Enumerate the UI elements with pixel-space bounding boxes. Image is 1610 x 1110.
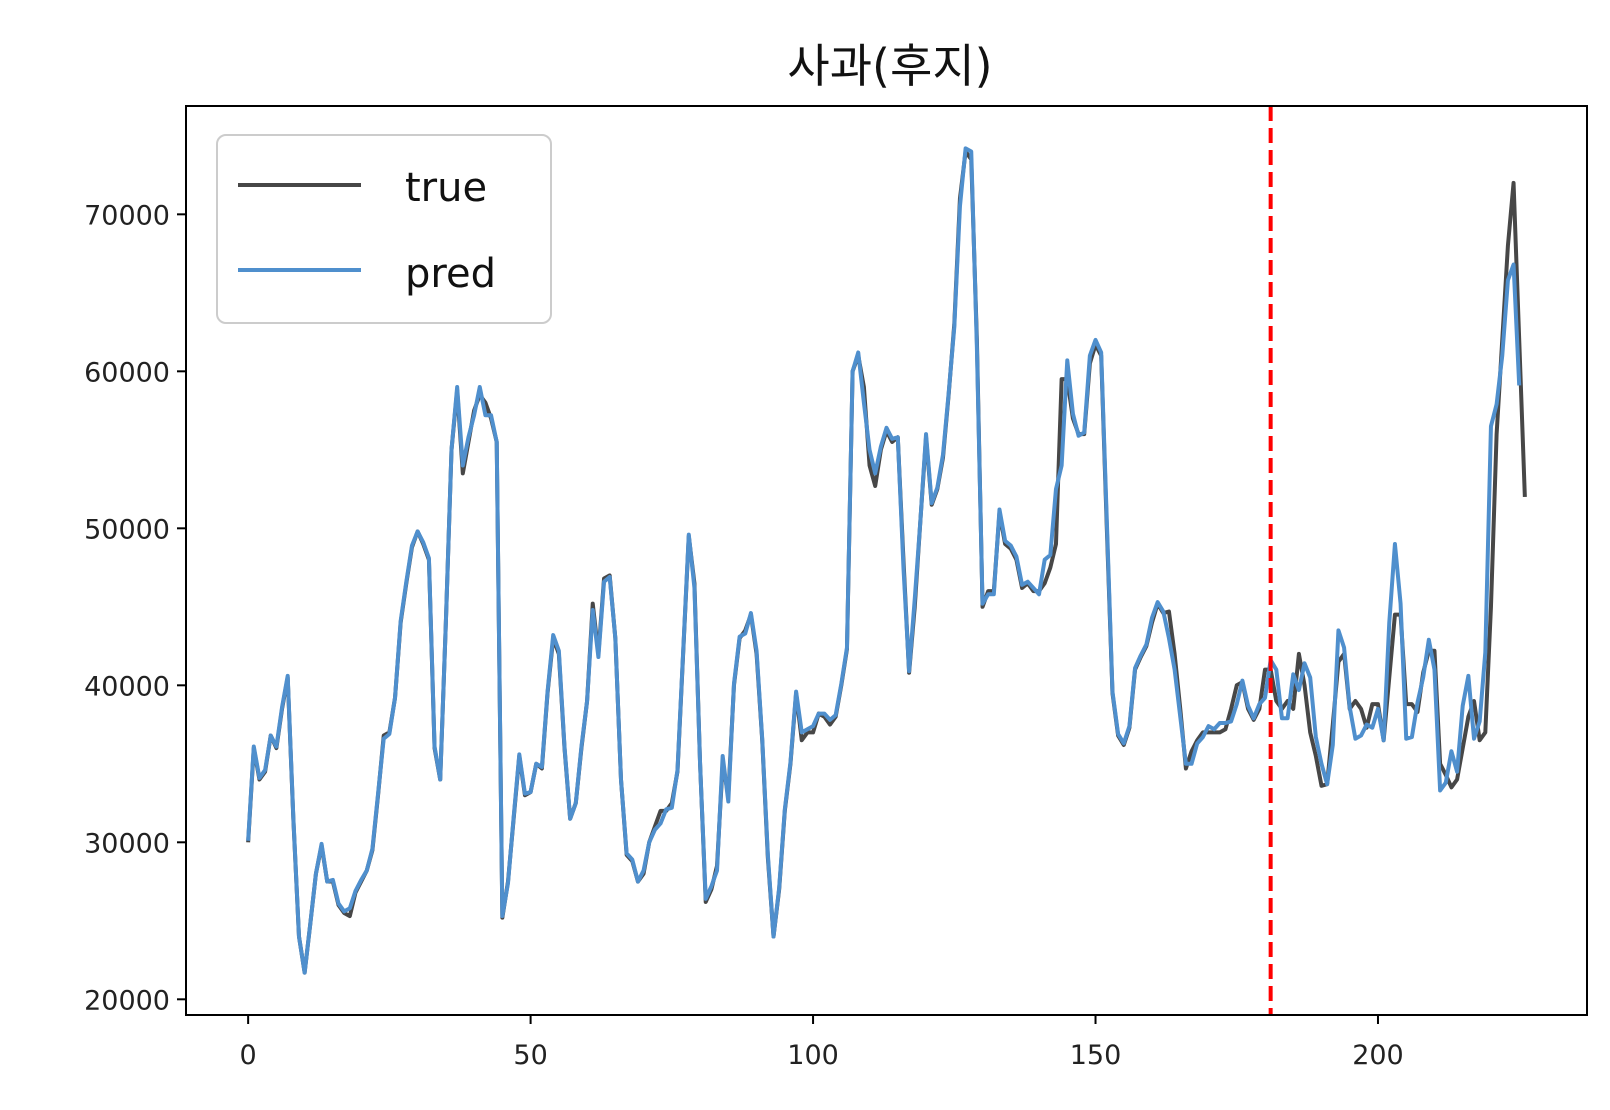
x-tick-label: 50 bbox=[513, 1040, 547, 1071]
plot-series bbox=[246, 146, 1527, 975]
y-tick-label: 60000 bbox=[84, 357, 170, 388]
y-tick-label: 50000 bbox=[84, 514, 170, 545]
y-tick-label: 30000 bbox=[84, 828, 170, 859]
axis-ticks: 0 50 100 150 200 20000 30000 40000 50000 60000 700… bbox=[84, 200, 1404, 1071]
x-tick-label: 100 bbox=[787, 1040, 839, 1071]
chart-title: 사과(후지) bbox=[787, 39, 992, 93]
plot-frame bbox=[185, 105, 1588, 1016]
legend-label-true: true bbox=[405, 165, 487, 211]
y-tick-label: 40000 bbox=[84, 671, 170, 702]
x-tick-label: 200 bbox=[1352, 1040, 1404, 1071]
y-tick-label: 20000 bbox=[84, 985, 170, 1016]
series-line-pred bbox=[246, 146, 1522, 975]
legend-box bbox=[216, 134, 552, 324]
legend-label-pred: pred bbox=[405, 251, 496, 297]
legend: true pred bbox=[216, 134, 552, 324]
x-tick-label: 0 bbox=[240, 1040, 257, 1071]
x-tick-label: 150 bbox=[1070, 1040, 1122, 1071]
y-tick-label: 70000 bbox=[84, 200, 170, 231]
